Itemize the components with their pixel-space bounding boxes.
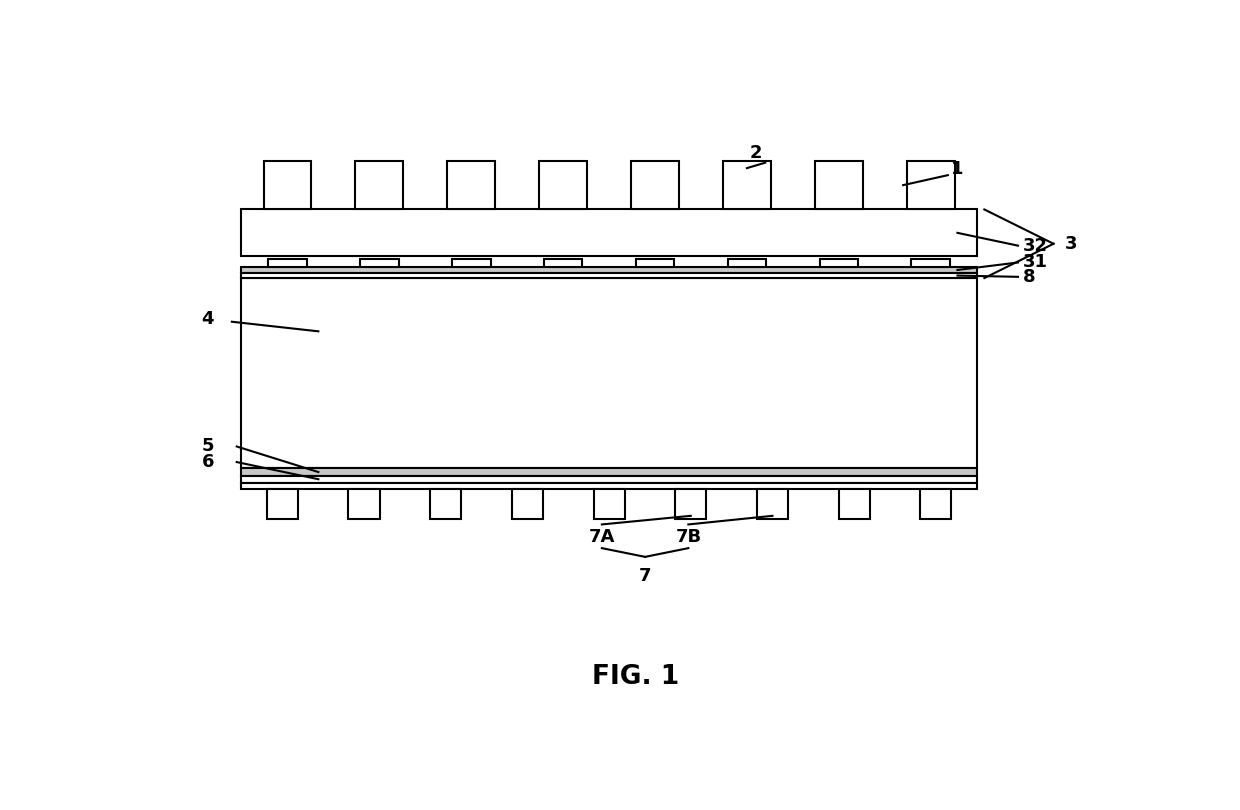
- Bar: [728, 259, 766, 266]
- Bar: [264, 161, 311, 210]
- Text: 6: 6: [202, 453, 215, 471]
- Text: 7: 7: [639, 566, 651, 585]
- Bar: [356, 161, 403, 210]
- Bar: [820, 259, 858, 266]
- Bar: [676, 489, 707, 519]
- Bar: [636, 259, 675, 266]
- Text: 31: 31: [1023, 254, 1048, 271]
- Bar: [906, 161, 955, 210]
- Text: 4: 4: [202, 309, 215, 327]
- Bar: [430, 489, 461, 519]
- Bar: [512, 489, 543, 519]
- Bar: [448, 161, 495, 210]
- Bar: [242, 278, 977, 468]
- Bar: [242, 266, 977, 273]
- Text: 8: 8: [1023, 268, 1035, 286]
- Text: 5: 5: [202, 437, 215, 455]
- Bar: [348, 489, 379, 519]
- Bar: [267, 489, 298, 519]
- Bar: [911, 259, 950, 266]
- Text: 1: 1: [951, 160, 963, 178]
- Bar: [723, 161, 771, 210]
- Bar: [242, 475, 977, 483]
- Bar: [539, 161, 587, 210]
- Bar: [838, 489, 869, 519]
- Bar: [594, 489, 625, 519]
- Bar: [544, 259, 583, 266]
- Bar: [242, 273, 977, 278]
- Text: FIG. 1: FIG. 1: [591, 664, 680, 690]
- Bar: [242, 210, 977, 256]
- Text: 2: 2: [749, 144, 761, 162]
- Text: 7A: 7A: [589, 528, 615, 546]
- Bar: [451, 259, 491, 266]
- Bar: [631, 161, 680, 210]
- Bar: [268, 259, 306, 266]
- Text: 3: 3: [1065, 235, 1078, 253]
- Text: 32: 32: [1023, 237, 1048, 254]
- Text: 7B: 7B: [676, 528, 702, 546]
- Bar: [242, 483, 977, 489]
- Bar: [756, 489, 787, 519]
- Bar: [920, 489, 951, 519]
- Bar: [815, 161, 863, 210]
- Bar: [242, 468, 977, 475]
- Bar: [360, 259, 398, 266]
